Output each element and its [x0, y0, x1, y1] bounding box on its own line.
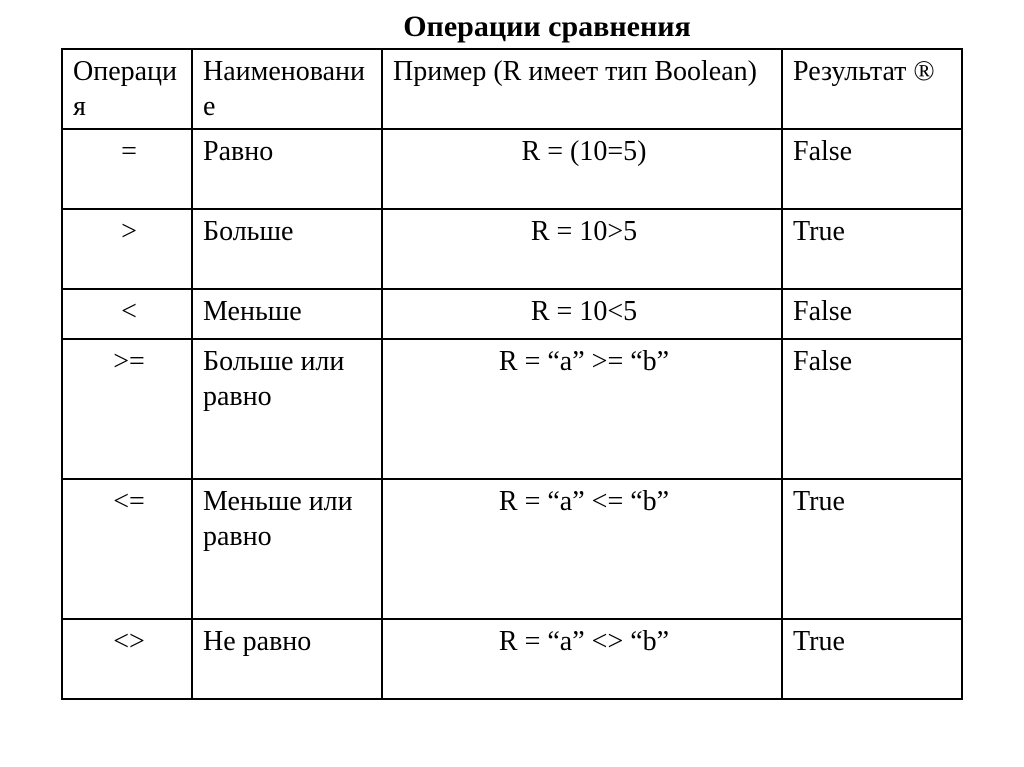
cell-result: False — [782, 339, 962, 479]
cell-result: True — [782, 479, 962, 619]
comparison-table: Операция Наименование Пример (R имеет ти… — [61, 48, 963, 700]
page-title: Операции сравнения — [0, 10, 1024, 44]
cell-example: R = “a” >= “b” — [382, 339, 782, 479]
table-header-row: Операция Наименование Пример (R имеет ти… — [62, 49, 962, 129]
cell-op: < — [62, 289, 192, 339]
cell-name: Не равно — [192, 619, 382, 699]
cell-example: R = 10>5 — [382, 209, 782, 289]
cell-op: <= — [62, 479, 192, 619]
cell-name: Больше — [192, 209, 382, 289]
cell-result: True — [782, 209, 962, 289]
cell-name: Меньше или равно — [192, 479, 382, 619]
cell-result: False — [782, 289, 962, 339]
cell-result: True — [782, 619, 962, 699]
cell-name: Равно — [192, 129, 382, 209]
cell-example: R = “a” <> “b” — [382, 619, 782, 699]
col-header-name: Наименование — [192, 49, 382, 129]
cell-op: > — [62, 209, 192, 289]
table-row: >= Больше или равно R = “a” >= “b” False — [62, 339, 962, 479]
cell-op: <> — [62, 619, 192, 699]
page: Операции сравнения Операция Наименование… — [0, 0, 1024, 767]
cell-example: R = 10<5 — [382, 289, 782, 339]
table-row: = Равно R = (10=5) False — [62, 129, 962, 209]
table-row: <= Меньше или равно R = “a” <= “b” True — [62, 479, 962, 619]
table-row: <> Не равно R = “a” <> “b” True — [62, 619, 962, 699]
cell-example: R = “a” <= “b” — [382, 479, 782, 619]
cell-name: Больше или равно — [192, 339, 382, 479]
cell-result: False — [782, 129, 962, 209]
cell-example: R = (10=5) — [382, 129, 782, 209]
col-header-example: Пример (R имеет тип Boolean) — [382, 49, 782, 129]
col-header-result: Результат ® — [782, 49, 962, 129]
table-row: > Больше R = 10>5 True — [62, 209, 962, 289]
cell-op: >= — [62, 339, 192, 479]
table-row: < Меньше R = 10<5 False — [62, 289, 962, 339]
col-header-op: Операция — [62, 49, 192, 129]
cell-op: = — [62, 129, 192, 209]
cell-name: Меньше — [192, 289, 382, 339]
